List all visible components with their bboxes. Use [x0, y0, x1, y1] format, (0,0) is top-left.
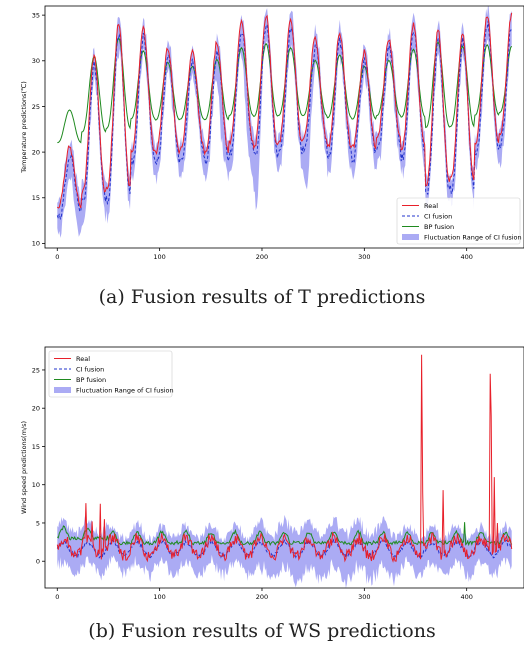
temp-plot-area: [56, 6, 513, 238]
y-axis-label: Wind speed predictions(m/s): [20, 421, 28, 514]
y-tick-label: 25: [32, 366, 40, 374]
legend-fluctuation-range-label: Fluctuation Range of CI fusion: [424, 233, 522, 241]
y-tick-label: 5: [36, 519, 40, 527]
y-tick-label: 15: [32, 194, 40, 202]
y-tick-label: 20: [32, 148, 40, 156]
x-tick-label: 400: [460, 253, 472, 261]
wind-speed-chart: 01002003004000510152025Observations(hour…: [20, 346, 524, 610]
y-tick-label: 30: [32, 57, 40, 65]
legend-bp-fusion-label: BP fusion: [76, 376, 106, 384]
legend-fluctuation-range-label: Fluctuation Range of CI fusion: [76, 386, 174, 394]
x-tick-label: 300: [358, 593, 370, 600]
y-tick-label: 10: [32, 481, 40, 489]
wind-speed-chart-panel: 01002003004000510152025Observations(hour…: [0, 332, 524, 610]
x-tick-label: 200: [256, 593, 268, 600]
x-tick-label: 0: [55, 593, 59, 600]
temperature-chart-panel: 0100200300400101520253035Observations(ho…: [0, 0, 524, 270]
y-tick-label: 25: [32, 103, 40, 111]
wind-axes-frame: [44, 346, 524, 589]
y-tick-label: 10: [32, 240, 40, 248]
ci-fusion-line: [56, 538, 512, 560]
legend-ci-fusion-label: CI fusion: [424, 212, 452, 220]
legend-fluctuation-range-swatch: [54, 387, 71, 393]
temp-legend: Real CI fusion BP fusion Fluctuation Range …: [396, 197, 522, 245]
y-tick-label: 0: [36, 558, 40, 566]
real-line: [56, 354, 513, 563]
x-tick-label: 100: [153, 253, 165, 261]
temperature-chart: 0100200300400101520253035Observations(ho…: [20, 5, 524, 270]
caption-temperature: (a) Fusion results of T predictions: [98, 286, 426, 308]
legend-bp-fusion-label: BP fusion: [424, 223, 454, 231]
x-tick-label: 300: [358, 253, 370, 261]
y-axis-label: Temperature predictions(℃): [20, 81, 28, 174]
x-tick-label: 400: [460, 593, 472, 600]
ci-fluctuation-band: [57, 514, 512, 588]
y-tick-label: 35: [32, 11, 40, 19]
wind-plot-area: [56, 354, 513, 588]
x-tick-label: 200: [256, 253, 268, 261]
caption-wind-speed: (b) Fusion results of WS predictions: [88, 620, 436, 642]
temp-axes-frame: [44, 5, 524, 249]
wind-legend: Real CI fusion BP fusion Fluctuation Range …: [48, 350, 174, 398]
real-line: [56, 12, 513, 209]
x-tick-label: 0: [55, 253, 59, 261]
legend-real-label: Real: [424, 202, 438, 210]
legend-fluctuation-range-swatch: [402, 234, 419, 240]
x-tick-label: 100: [153, 593, 165, 600]
y-tick-label: 20: [32, 405, 40, 413]
legend-real-label: Real: [76, 355, 90, 363]
legend-ci-fusion-label: CI fusion: [76, 365, 104, 373]
ci-fusion-line: [56, 20, 513, 221]
y-tick-label: 15: [32, 443, 40, 451]
